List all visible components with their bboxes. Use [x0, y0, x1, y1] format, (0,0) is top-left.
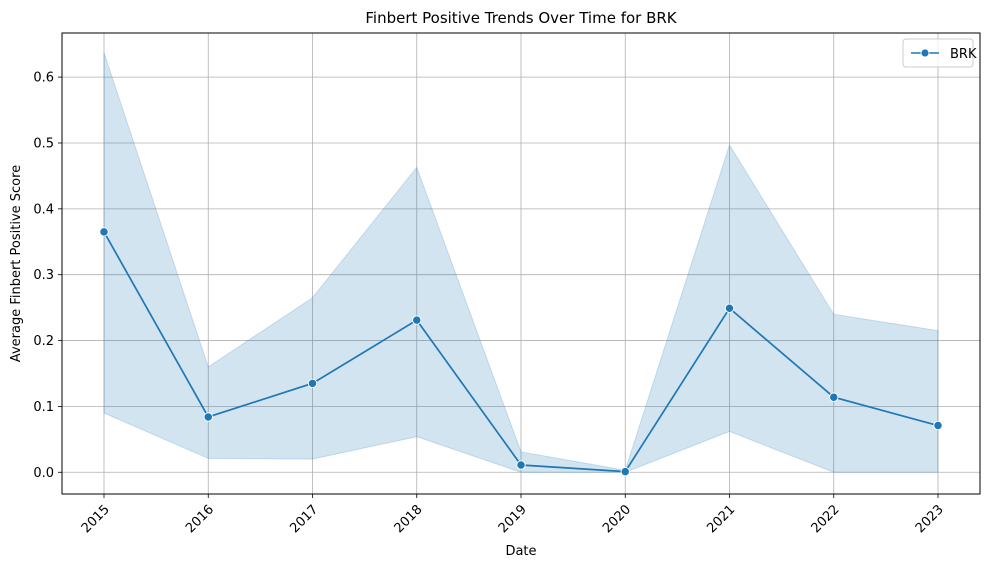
legend-label: BRK: [950, 47, 977, 62]
data-point-2021: [724, 303, 735, 313]
data-point-2022: [829, 392, 839, 402]
data-point-2020: [620, 466, 630, 477]
y-axis-ticks: 0.0 0.1 0.2 0.3 0.4 0.5 0.6: [33, 71, 62, 481]
chart-title: Finbert Positive Trends Over Time for BR…: [365, 9, 677, 27]
legend: BRK: [902, 38, 977, 68]
x-axis-title: Date: [505, 544, 536, 559]
y-tick-label-0.1: 0.1: [33, 400, 54, 415]
y-tick-label-0.2: 0.2: [33, 334, 54, 349]
y-tick-label-0.6: 0.6: [33, 71, 54, 86]
y-tick-label-0.4: 0.4: [33, 202, 54, 217]
y-tick-label-0.3: 0.3: [33, 268, 54, 283]
data-point-2023: [933, 420, 943, 431]
data-point-2015: [99, 227, 109, 237]
y-tick-label-0.5: 0.5: [33, 136, 54, 151]
legend-marker-swatch: [920, 48, 930, 58]
grid-lines: [62, 33, 980, 494]
data-point-2016: [203, 412, 213, 422]
data-point-2017: [307, 378, 318, 389]
data-point-2019: [516, 460, 526, 470]
confidence-band: [103, 52, 939, 473]
data-point-2018: [412, 315, 422, 325]
y-tick-label-0.0: 0.0: [33, 466, 54, 481]
confidence-band-layer: [103, 52, 939, 473]
series-marker-layer: [99, 227, 943, 477]
y-axis-title: Average Finbert Positive Score: [9, 165, 24, 362]
